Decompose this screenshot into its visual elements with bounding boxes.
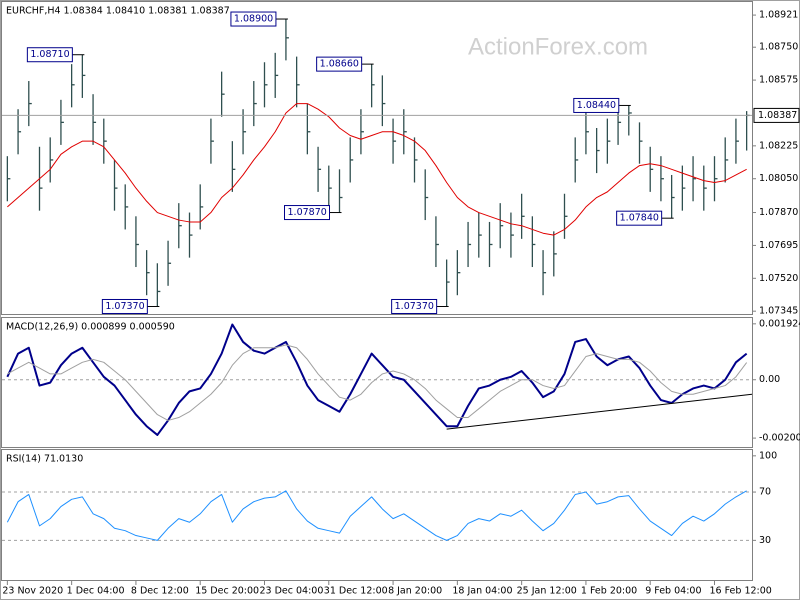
y-tick-label: 1.08225 <box>759 140 798 151</box>
y-tick-label: 1.08050 <box>759 173 798 184</box>
panel-title: MACD(12,26,9) 0.000899 0.000590 <box>6 322 175 333</box>
annotation-label: 1.08440 <box>577 100 616 111</box>
annotation-box <box>101 298 148 314</box>
x-tick-label: 25 Jan 12:00 <box>517 586 577 597</box>
x-tick-label: 8 Dec 12:00 <box>131 586 189 597</box>
y-tick-label: 1.07345 <box>759 306 798 317</box>
x-tick-label: 1 Feb 20:00 <box>581 586 637 597</box>
price-panel <box>1 1 753 315</box>
indicator-line <box>7 344 748 421</box>
annotation-box <box>616 210 663 226</box>
indicator-line <box>6 490 747 541</box>
y-tick-label: 30 <box>759 535 771 546</box>
moving-average <box>7 103 747 236</box>
x-tick-label: 1 Dec 04:00 <box>67 586 125 597</box>
x-tick-label: 16 Feb 12:00 <box>710 586 772 597</box>
y-tick-label: 100 <box>759 450 777 461</box>
rsi-panel <box>1 449 753 581</box>
panel-title: RSI(14) 71.0130 <box>6 454 83 465</box>
annotation-label: 1.08660 <box>320 59 359 70</box>
y-tick-label: 1.07695 <box>759 240 798 251</box>
y-tick-label: 1.08921 <box>759 10 798 21</box>
x-tick-label: 8 Jan 20:00 <box>388 586 442 597</box>
annotation-box <box>391 298 438 314</box>
x-tick-label: 23 Dec 04:00 <box>260 586 324 597</box>
y-tick-label: 0.00 <box>759 374 780 385</box>
annotation-label: 1.07840 <box>620 213 659 224</box>
indicator-line <box>6 323 748 436</box>
trendline <box>446 393 753 430</box>
annotation-label: 1.07870 <box>288 207 327 218</box>
y-tick-label: 1.07870 <box>759 207 798 218</box>
watermark: ActionForex.com <box>468 33 648 60</box>
y-tick-label: -0.002008 <box>759 433 800 444</box>
last-price-box <box>753 107 800 123</box>
annotation-label: 1.08900 <box>234 14 273 25</box>
x-tick-label: 23 Nov 2020 <box>2 586 63 597</box>
macd-panel <box>1 317 753 448</box>
annotation-box <box>26 47 73 63</box>
annotation-box <box>316 56 363 72</box>
annotation-box <box>573 97 620 113</box>
x-tick-label: 15 Dec 20:00 <box>195 586 259 597</box>
y-tick-label: 70 <box>759 487 771 498</box>
last-price-label: 1.08387 <box>758 110 797 121</box>
annotation-label: 1.08710 <box>30 49 69 60</box>
annotation-label: 1.07370 <box>395 301 434 312</box>
x-tick-label: 9 Feb 04:00 <box>645 586 701 597</box>
y-tick-label: 1.07520 <box>759 273 798 284</box>
x-tick-label: 31 Dec 12:00 <box>324 586 388 597</box>
annotation-box <box>284 205 330 221</box>
y-tick-label: 1.08575 <box>759 75 798 86</box>
annotation-box <box>230 11 277 27</box>
panel-title: EURCHF,H4 1.08384 1.08410 1.08381 1.0838… <box>6 6 230 17</box>
x-tick-label: 18 Jan 04:00 <box>452 586 512 597</box>
y-tick-label: 1.08750 <box>759 42 798 53</box>
y-tick-label: 0.001924 <box>759 318 800 329</box>
annotation-label: 1.07370 <box>105 301 144 312</box>
